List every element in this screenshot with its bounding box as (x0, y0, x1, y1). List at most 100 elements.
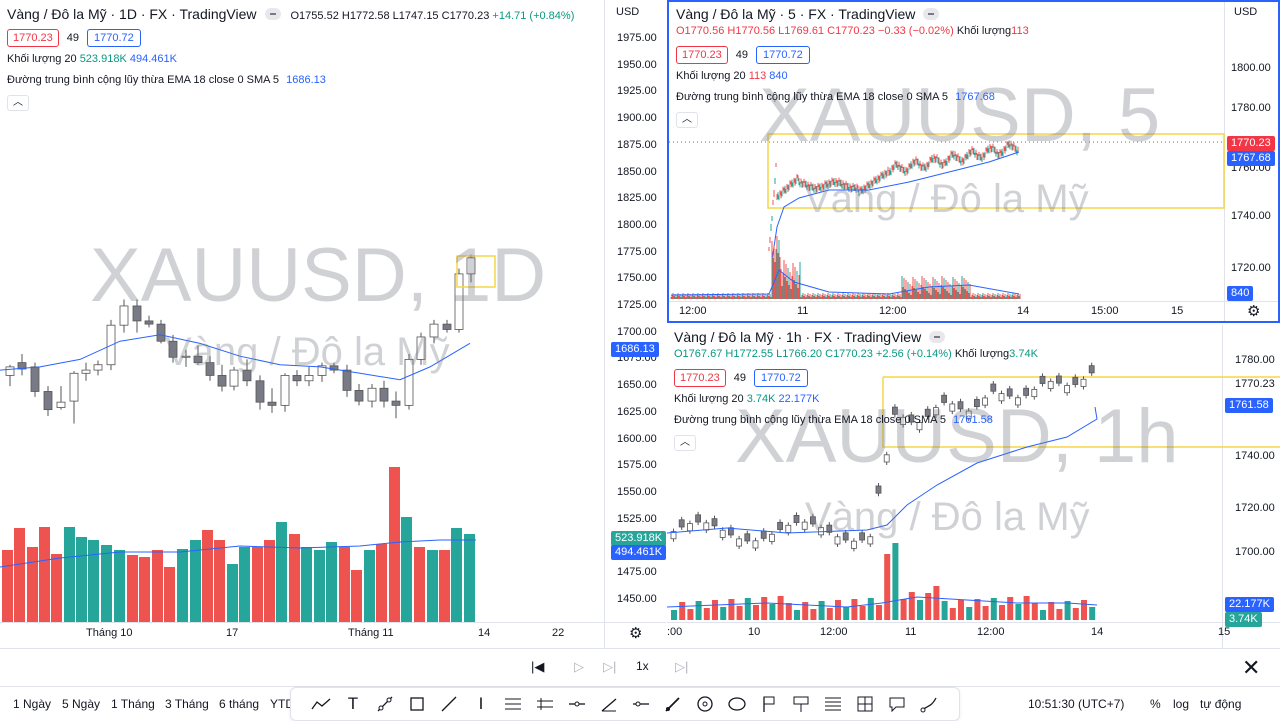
volume-label[interactable]: Khối lượng 20 (674, 393, 744, 405)
speed-button[interactable]: 1x (636, 659, 649, 673)
log-toggle[interactable]: log (1173, 697, 1190, 711)
chart-pane-daily[interactable]: Vàng / Đô la Mỹ · 1D · FX · TradingView O… (0, 0, 666, 648)
price-axis-label: 1975.00 (617, 32, 657, 44)
trend-line-icon[interactable] (305, 692, 337, 716)
jump-to-realtime-icon[interactable]: ▷| (675, 659, 689, 674)
ema-price-tag: 1686.13 (611, 342, 659, 357)
1h-chart-canvas[interactable] (667, 325, 1280, 648)
volume-value: 523.918K (79, 53, 127, 65)
currency-label[interactable]: USD (616, 6, 640, 18)
more-icon[interactable] (923, 8, 940, 20)
volume-bar (1007, 597, 1014, 620)
volume-bar (925, 593, 932, 620)
price-axis-label: 1720.00 (1235, 502, 1275, 514)
volume-bar (76, 537, 87, 622)
collapse-legend-button[interactable]: ︿ (7, 95, 29, 111)
jump-to-start-icon[interactable]: |◀ (531, 659, 545, 674)
ohlc-open: O1770.56 (676, 25, 725, 37)
chart-pane-5m[interactable]: Vàng / Đô la Mỹ · 5 · FX · TradingView O… (667, 0, 1280, 323)
sell-price-button[interactable]: 1770.23 (674, 369, 726, 387)
collapse-legend-button[interactable]: ︿ (674, 435, 696, 451)
chart-pane-1h[interactable]: Vàng / Đô la Mỹ · 1h · FX · TradingView … (667, 325, 1280, 648)
fib-retracement-icon[interactable] (497, 692, 529, 716)
brush-icon[interactable] (913, 692, 945, 716)
clock[interactable]: 10:51:30 (UTC+7) (1028, 697, 1125, 711)
percent-toggle[interactable]: % (1150, 697, 1161, 711)
volume-tag: 523.918K (611, 531, 666, 546)
volume-bar (679, 602, 686, 620)
sell-price-button[interactable]: 1770.23 (676, 46, 728, 64)
volume-bar (695, 601, 702, 620)
parallel-channel-icon[interactable] (529, 692, 561, 716)
grid-icon[interactable] (849, 692, 881, 716)
price-axis-label: 1925.00 (617, 85, 657, 98)
volume-bar (301, 547, 312, 622)
line-icon[interactable] (433, 692, 465, 716)
range-1d[interactable]: 1 Ngày (13, 697, 52, 711)
range-3m[interactable]: 3 Tháng (165, 697, 209, 711)
volume-bar (439, 550, 450, 622)
settings-gear-icon[interactable]: ⚙ (1247, 303, 1261, 320)
circle-icon[interactable] (689, 692, 721, 716)
sell-price-button[interactable]: 1770.23 (7, 29, 59, 47)
volume-label[interactable]: Khối lượng 20 (676, 70, 746, 82)
price-axis-label: 1770.23 (1235, 378, 1275, 390)
candle (801, 521, 808, 530)
volume-bar (351, 570, 362, 622)
flag-icon[interactable] (753, 692, 785, 716)
range-ytd[interactable]: YTD (270, 697, 294, 711)
more-icon[interactable] (264, 8, 281, 20)
rectangle-icon[interactable] (401, 692, 433, 716)
candle (416, 336, 426, 360)
horizontal-line-icon[interactable] (561, 692, 593, 716)
ray-icon[interactable] (593, 692, 625, 716)
buy-price-button[interactable]: 1770.72 (756, 46, 810, 64)
5m-chart-canvas[interactable] (669, 2, 1280, 323)
volume-bar (27, 547, 38, 622)
range-5d[interactable]: 5 Ngày (62, 697, 101, 711)
buy-price-button[interactable]: 1770.72 (754, 369, 808, 387)
buy-price-button[interactable]: 1770.72 (87, 29, 141, 47)
ema-label[interactable]: Đường trung bình cộng lũy thừa EMA 18 cl… (676, 91, 949, 103)
range-1m[interactable]: 1 Tháng (111, 697, 155, 711)
bottom-toolbar: 1 Ngày 5 Ngày 1 Tháng 3 Tháng 6 tháng YT… (0, 686, 1280, 721)
volume-bar (164, 567, 175, 622)
candle (711, 518, 718, 527)
collapse-legend-button[interactable]: ︿ (676, 112, 698, 128)
candle (695, 514, 702, 523)
candle (809, 516, 816, 525)
candle (670, 531, 677, 540)
signpost-icon[interactable] (785, 692, 817, 716)
close-replay-icon[interactable]: ✕ (1242, 655, 1261, 680)
ellipse-icon[interactable] (721, 692, 753, 716)
volume-bar (810, 609, 817, 620)
settings-gear-icon[interactable]: ⚙ (629, 625, 643, 642)
ema-label[interactable]: Đường trung bình cộng lũy thừa EMA 18 cl… (7, 74, 280, 86)
more-icon[interactable] (929, 331, 946, 343)
volume-bar (728, 599, 735, 620)
price-range-icon[interactable] (817, 692, 849, 716)
symbol-title[interactable]: Vàng / Đô la Mỹ · 5 · FX · TradingView (676, 6, 916, 22)
anchored-text-icon[interactable]: Ⅰ (478, 696, 484, 713)
price-axis-label: 1475.00 (617, 566, 657, 578)
price-axis-label: 1825.00 (617, 192, 657, 205)
horizontal-ray-icon[interactable] (625, 692, 657, 716)
callout-icon[interactable] (881, 692, 913, 716)
ema-label[interactable]: Đường trung bình cộng lũy thừa EMA 18 cl… (674, 414, 947, 426)
symbol-title[interactable]: Vàng / Đô la Mỹ · 1h · FX · TradingView (674, 329, 922, 345)
volume-bar (239, 547, 250, 622)
symbol-title[interactable]: Vàng / Đô la Mỹ · 1D · FX · TradingView (7, 6, 257, 22)
volume-bar (190, 540, 201, 622)
step-forward-icon[interactable]: ▷| (603, 659, 617, 674)
daily-chart-canvas[interactable] (0, 0, 666, 648)
volume-bar (227, 564, 238, 622)
range-6m[interactable]: 6 tháng (219, 697, 260, 711)
path-icon[interactable] (369, 692, 401, 716)
text-tool-icon[interactable]: T (347, 694, 359, 713)
candle (1031, 389, 1038, 398)
play-icon[interactable]: ▷ (574, 659, 584, 674)
arrow-icon[interactable] (657, 692, 689, 716)
auto-toggle[interactable]: tự động (1200, 697, 1242, 711)
volume-label[interactable]: Khối lượng 20 (7, 53, 77, 65)
currency-label[interactable]: USD (1234, 6, 1258, 18)
